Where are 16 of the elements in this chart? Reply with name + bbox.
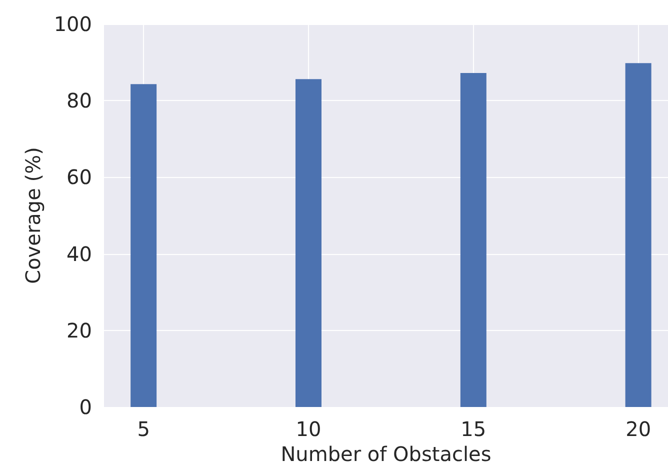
y-tick-label: 60 (66, 165, 92, 190)
x-tick-label: 5 (137, 417, 150, 441)
bar (295, 79, 322, 407)
y-tick-label: 20 (66, 318, 92, 342)
y-tick-label: 100 (54, 12, 92, 36)
y-tick-label: 40 (66, 242, 92, 266)
x-tick-label: 15 (460, 417, 486, 441)
y-axis-title: Coverage (%) (20, 147, 45, 284)
y-tick-label: 0 (79, 395, 92, 419)
bar (625, 63, 652, 407)
bar (130, 84, 157, 407)
x-tick-label: 10 (296, 417, 322, 441)
bar (460, 73, 486, 407)
x-tick-label: 20 (626, 417, 652, 441)
x-axis-title: Number of Obstacles (280, 442, 492, 466)
y-tick-label: 80 (66, 88, 92, 113)
